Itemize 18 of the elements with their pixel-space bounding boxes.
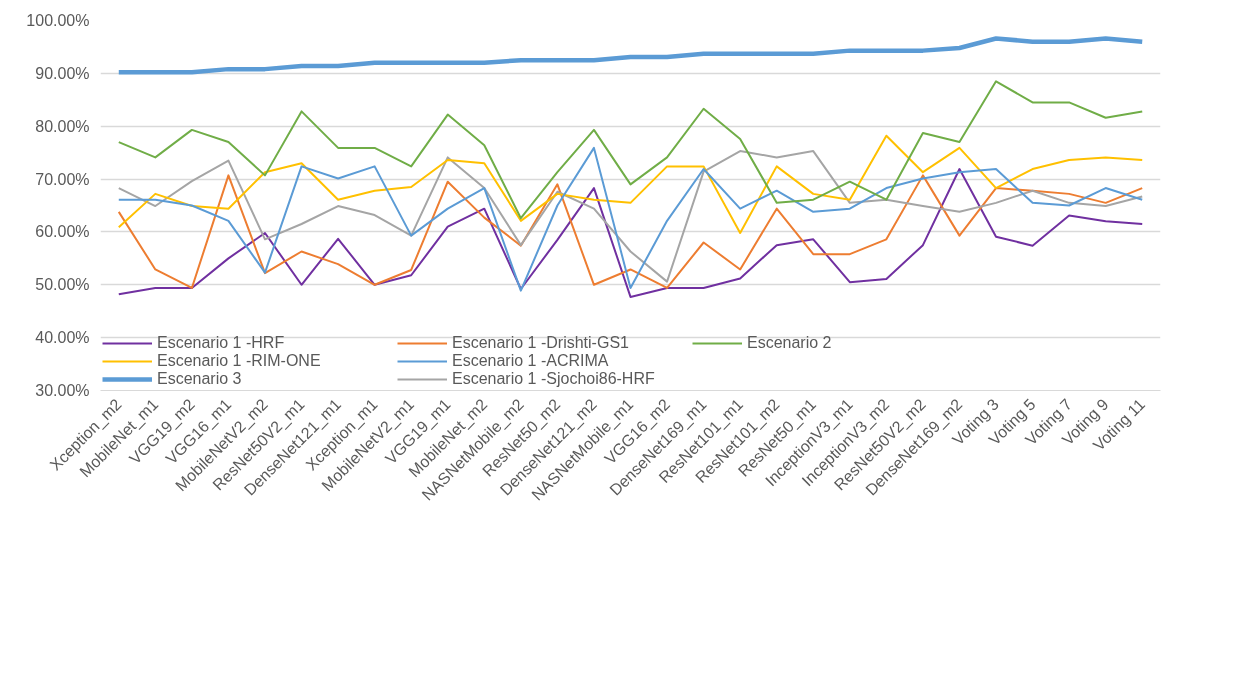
- legend-label: Escenario 1 -Drishti-GS1: [452, 334, 630, 352]
- y-tick-label: 50.00%: [35, 276, 90, 294]
- legend-label: Escenario 1 -Sjochoi86-HRF: [452, 370, 656, 388]
- legend-label: Escenario 1 -HRF: [157, 334, 286, 352]
- y-tick-label: 90.00%: [35, 64, 90, 82]
- y-tick-label: 70.00%: [35, 170, 90, 188]
- legend-label: Escenario 1 -RIM-ONE: [157, 352, 322, 370]
- line-series: [116, 36, 1145, 75]
- line-series: [117, 134, 1144, 234]
- y-tick-label: 80.00%: [35, 117, 90, 135]
- line-series: [117, 80, 1144, 220]
- legend-label: Escenario 3: [157, 370, 243, 388]
- y-tick-label: 30.00%: [35, 382, 90, 399]
- legend-label: Escenario 1 -ACRIMA: [452, 352, 610, 370]
- y-tick-label: 40.00%: [35, 329, 90, 347]
- legend-label: Escenario 2: [747, 334, 833, 352]
- y-tick-label: 100.00%: [26, 12, 90, 29]
- y-tick-label: 60.00%: [35, 223, 90, 241]
